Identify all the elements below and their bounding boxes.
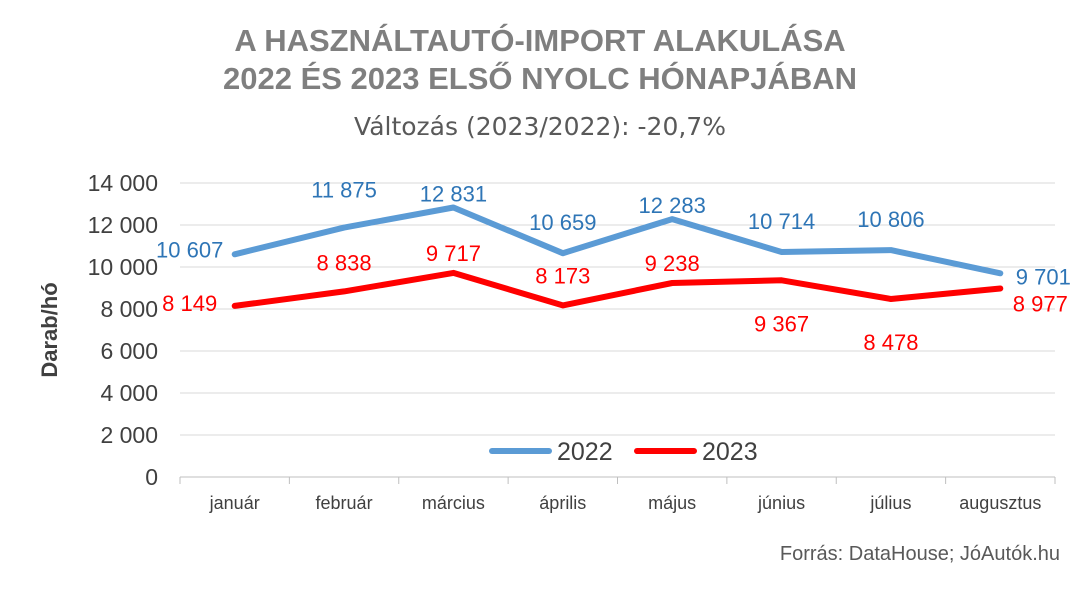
data-label: 9 238 [645,251,700,276]
data-label: 10 607 [156,237,223,262]
x-tick-label: március [422,493,485,513]
y-tick-label: 12 000 [88,212,158,238]
legend-label-2023: 2023 [702,438,758,466]
x-tick-label: április [539,493,586,513]
series-line-2023 [231,269,1004,309]
x-tick-label: február [316,493,373,513]
x-tick-label: január [209,493,260,513]
y-tick-label: 2 000 [100,422,158,448]
data-label: 10 714 [748,209,815,234]
y-axis: 0 2 000 4 000 6 000 8 000 10 000 12 000 14 000 D… [37,170,158,490]
chart-title: A HASZNÁLTAUTÓ-IMPORT ALAKULÁSA 2022 ÉS … [0,22,1080,98]
legend: 2022 2023 [489,438,758,466]
source-note: Forrás: DataHouse; JóAutók.hu [779,543,1060,565]
y-tick-label: 8 000 [100,296,158,322]
chart-title-line-1: A HASZNÁLTAUTÓ-IMPORT ALAKULÁSA [234,23,846,58]
data-label: 8 478 [863,330,918,355]
chart-title-line-2: 2022 ÉS 2023 ELSŐ NYOLC HÓNAPJÁBAN [223,61,857,96]
series-lines [231,204,1004,309]
data-label: 8 149 [162,291,217,316]
data-label: 12 283 [639,193,706,218]
data-label: 11 875 [311,178,377,203]
data-label: 8 977 [1013,291,1068,316]
data-labels: 10 607 11 875 12 831 10 659 12 283 10 714 10 8… [156,178,1071,355]
x-tick-label: május [648,493,696,513]
y-tick-label: 4 000 [100,380,158,406]
data-label: 10 659 [529,210,596,235]
data-label: 10 806 [857,207,924,232]
gridlines [180,182,1055,478]
x-axis: január február március április május június jú… [179,477,1056,513]
legend-label-2022: 2022 [557,438,613,466]
data-label: 12 831 [420,182,487,207]
y-tick-label: 14 000 [88,170,158,196]
y-axis-title: Darab/hó [37,282,62,377]
data-label: 8 173 [535,263,590,288]
y-tick-label: 6 000 [100,338,158,364]
data-label: 9 701 [1016,264,1071,289]
x-tick-label: augusztus [959,493,1041,513]
x-tick-label: július [869,493,911,513]
series-line-2022 [231,204,1004,277]
chart-subtitle: Változás (2023/2022): -20,7% [354,112,726,141]
data-label: 9 717 [426,241,481,266]
data-label: 8 838 [317,250,372,275]
y-tick-label: 0 [145,464,158,490]
x-tick-label: június [757,493,805,513]
y-tick-label: 10 000 [88,254,158,280]
data-label: 9 367 [754,311,809,336]
